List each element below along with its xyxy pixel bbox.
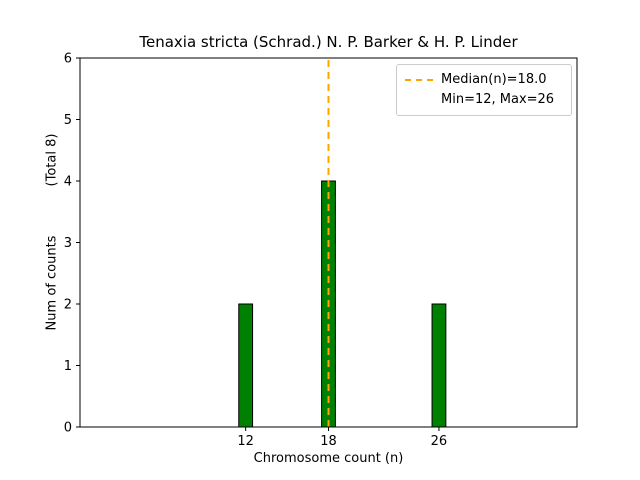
y-tick-label: 6 [64,52,72,67]
y-tick-label: 0 [64,421,72,436]
legend-entry-minmax: Min=12, Max=26 [405,90,563,110]
y-axis-total-note: (Total 8) [44,133,60,187]
y-axis-label: Num of counts [44,235,60,331]
y-tick-label: 2 [64,298,72,313]
x-tick-label: 12 [237,434,254,449]
legend: Median(n)=18.0 Min=12, Max=26 [396,64,572,116]
y-tick-label: 4 [64,175,72,190]
x-axis-label: Chromosome count (n) [253,451,404,466]
legend-entry-median: Median(n)=18.0 [405,70,563,90]
chart-title: Tenaxia stricta (Schrad.) N. P. Barker &… [139,33,518,51]
y-tick-label: 1 [64,359,72,374]
median-dashed-line-icon [405,79,433,81]
y-tick-label: 3 [64,236,72,251]
x-tick-label: 26 [431,434,448,449]
bar [431,303,447,428]
legend-label-median: Median(n)=18.0 [441,72,547,87]
bar [238,303,254,428]
y-tick-label: 5 [64,113,72,128]
x-tick-label: 18 [320,434,337,449]
legend-label-minmax: Min=12, Max=26 [441,92,555,107]
